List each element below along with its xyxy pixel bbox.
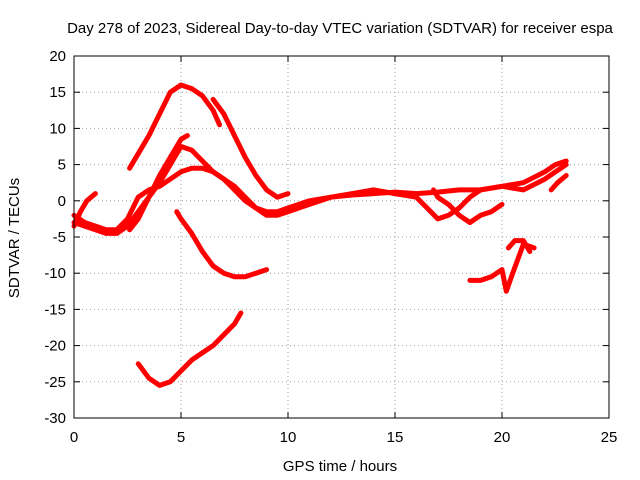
chart-title: Day 278 of 2023, Sidereal Day-to-day VTE… (67, 20, 613, 37)
y-tick-label: -30 (44, 410, 66, 427)
y-axis-label: SDTVAR / TECUs (6, 178, 23, 298)
y-tick-label: -15 (44, 301, 66, 318)
series-track-4 (210, 96, 291, 200)
series-track-11 (505, 238, 533, 254)
x-tick-label: 10 (280, 429, 297, 446)
y-tick-label: 15 (49, 84, 66, 101)
tick-layer: 0 5 10 15 20 25 -30 -25 -20 -15 -10 -5 0 5 10 15 20 (44, 48, 617, 446)
series-layer (71, 82, 569, 388)
series-track-10 (467, 241, 537, 294)
x-tick-label: 20 (494, 429, 511, 446)
series-track-8 (135, 310, 244, 388)
y-tick-label: -20 (44, 338, 66, 355)
x-tick-label: 15 (387, 429, 404, 446)
x-axis-label: GPS time / hours (283, 458, 397, 475)
y-tick-label: 0 (58, 193, 66, 210)
x-tick-label: 5 (177, 429, 185, 446)
series-track-7 (174, 209, 270, 280)
grid-layer (74, 56, 609, 418)
series-track-6 (127, 133, 190, 233)
x-tick-label: 25 (601, 429, 618, 446)
y-tick-label: 10 (49, 120, 66, 137)
y-tick-label: -10 (44, 265, 66, 282)
series-track-12 (548, 173, 569, 193)
x-tick-label: 0 (70, 429, 78, 446)
y-tick-label: 20 (49, 48, 66, 65)
series-track-3 (127, 82, 222, 171)
y-tick-label: 5 (58, 157, 66, 174)
y-tick-label: -5 (53, 229, 66, 246)
series-track-2 (71, 162, 569, 233)
series-track-5 (71, 191, 98, 229)
y-tick-label: -25 (44, 374, 66, 391)
series-track-9 (431, 187, 505, 225)
